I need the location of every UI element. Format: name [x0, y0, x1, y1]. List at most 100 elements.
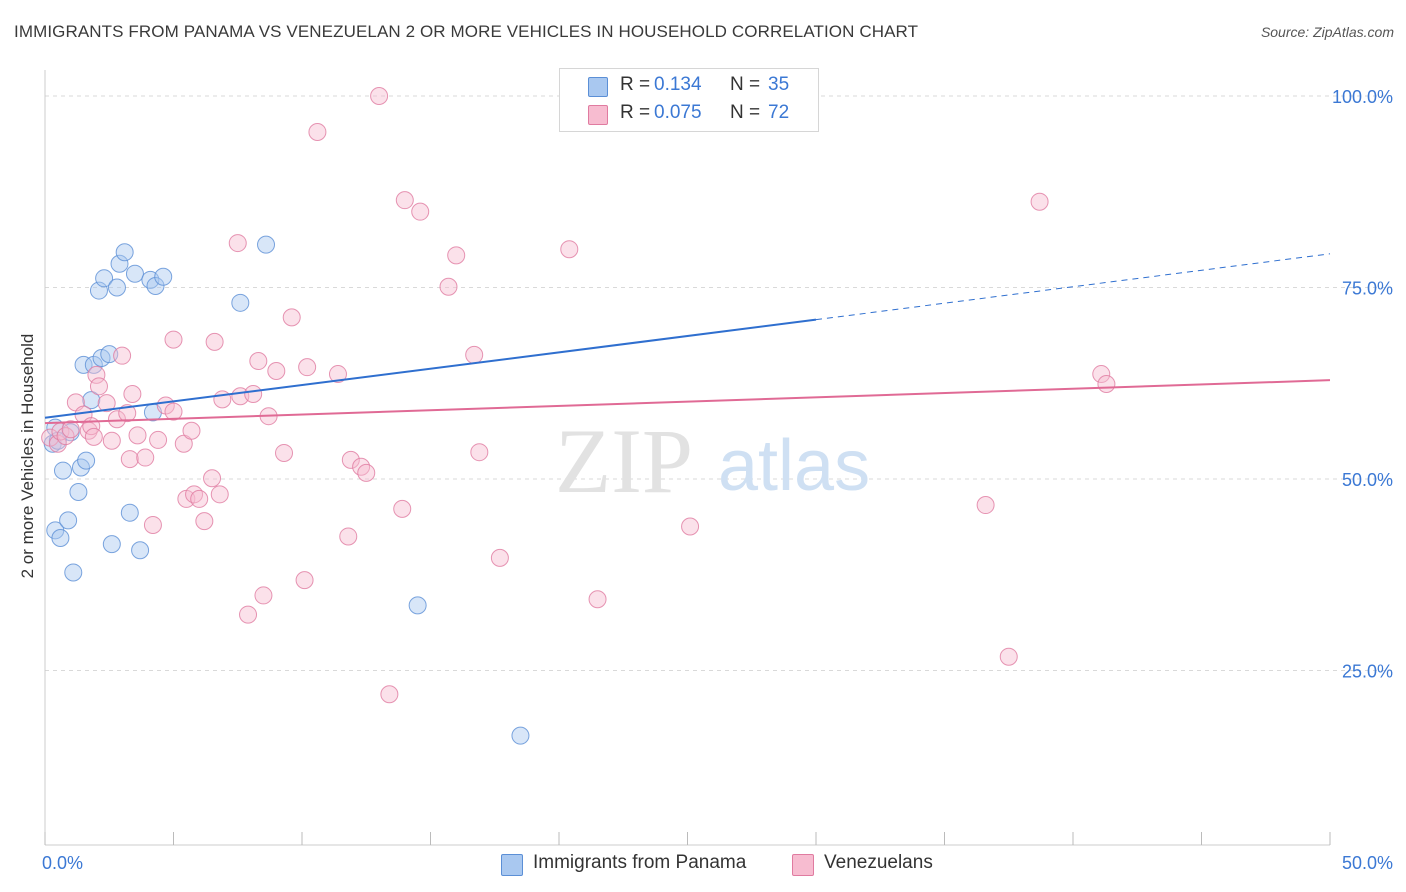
point-panama — [120, 503, 139, 522]
point-panama — [110, 254, 129, 273]
point-panama — [95, 269, 114, 288]
watermark: ZIP atlas — [555, 410, 870, 512]
point-venezuelans — [357, 463, 376, 482]
point-panama — [125, 264, 144, 283]
point-venezuelans — [352, 457, 371, 476]
point-venezuelans — [113, 346, 132, 365]
point-venezuelans — [149, 430, 168, 449]
point-venezuelans — [395, 191, 414, 210]
point-venezuelans — [210, 485, 229, 504]
point-panama — [69, 483, 88, 502]
gridlines — [45, 95, 1392, 671]
point-venezuelans — [164, 330, 183, 349]
legend-n-value: 35 — [768, 74, 790, 95]
legend-r-value: 0.134 — [654, 74, 702, 95]
point-venezuelans — [84, 427, 103, 446]
point-panama — [102, 535, 121, 554]
point-panama — [115, 243, 134, 262]
point-venezuelans — [1030, 192, 1049, 211]
point-venezuelans — [380, 685, 399, 704]
chart-title: IMMIGRANTS FROM PANAMA VS VENEZUELAN 2 O… — [14, 22, 919, 41]
point-venezuelans — [490, 548, 509, 567]
bottom-legend-swatch-panama — [501, 854, 523, 876]
point-panama — [64, 563, 83, 582]
legend-n-label: N = — [730, 102, 761, 123]
point-venezuelans — [465, 345, 484, 364]
trend-line-venezuelans — [44, 379, 1331, 425]
point-venezuelans — [97, 394, 116, 413]
point-venezuelans — [128, 426, 147, 445]
bottom-legend-swatch-venezuelans — [792, 854, 814, 876]
x-tick-label: 0.0% — [42, 853, 83, 873]
legend-swatch-panama — [588, 77, 608, 97]
point-panama — [51, 528, 70, 547]
point-venezuelans — [195, 512, 214, 531]
legend-swatch-venezuelans — [588, 105, 608, 125]
y-tick-label: 75.0% — [1342, 279, 1393, 299]
point-venezuelans — [976, 496, 995, 515]
point-venezuelans — [254, 586, 273, 605]
point-venezuelans — [267, 361, 286, 380]
point-venezuelans — [164, 402, 183, 421]
point-venezuelans — [143, 515, 162, 534]
point-venezuelans — [370, 87, 389, 105]
point-venezuelans — [213, 390, 232, 409]
point-panama — [82, 391, 101, 410]
point-venezuelans — [87, 365, 106, 384]
point-venezuelans — [275, 443, 294, 462]
point-venezuelans — [681, 517, 700, 536]
point-venezuelans — [118, 404, 137, 423]
point-panama — [146, 276, 165, 295]
legend-r-value: 0.075 — [654, 102, 702, 123]
point-panama — [59, 511, 78, 530]
point-venezuelans — [298, 358, 317, 377]
source-label: Source: ZipAtlas.com — [1260, 24, 1394, 40]
point-panama — [107, 278, 126, 297]
y-tick-label: 100.0% — [1332, 87, 1393, 107]
point-panama — [53, 461, 72, 480]
point-venezuelans — [1092, 365, 1111, 384]
legend-r-label: R = — [620, 74, 651, 95]
point-panama — [77, 451, 96, 470]
point-venezuelans — [182, 421, 201, 440]
point-venezuelans — [89, 377, 108, 396]
point-panama — [231, 293, 250, 312]
trend-line-panama — [44, 318, 817, 419]
point-panama — [408, 596, 427, 615]
point-venezuelans — [308, 123, 327, 142]
watermark-atlas: atlas — [718, 426, 870, 506]
point-panama — [257, 235, 276, 254]
legend-n-value: 72 — [768, 102, 790, 123]
axes — [44, 70, 1331, 846]
point-panama — [154, 267, 173, 286]
point-panama — [511, 726, 530, 745]
point-venezuelans — [560, 240, 579, 259]
point-venezuelans — [205, 332, 224, 351]
bottom-legend-label-panama: Immigrants from Panama — [533, 852, 747, 873]
point-venezuelans — [61, 420, 80, 439]
trend-line-panama-extension — [815, 253, 1331, 321]
point-venezuelans — [203, 469, 222, 488]
legend-row-panama: R = 0.134 N = 35 — [560, 72, 818, 100]
point-venezuelans — [102, 431, 121, 450]
bottom-legend-label-venezuelans: Venezuelans — [824, 852, 933, 873]
point-venezuelans — [239, 605, 258, 624]
legend-n-label: N = — [730, 74, 761, 95]
legend-r-label: R = — [620, 102, 651, 123]
point-venezuelans — [588, 590, 607, 609]
y-tick-label: 25.0% — [1342, 662, 1393, 682]
point-venezuelans — [439, 277, 458, 296]
legend: R = 0.134 N = 35 R = 0.075 N = 72 — [559, 68, 819, 132]
point-venezuelans — [470, 443, 489, 462]
x-tick-label: 50.0% — [1342, 853, 1393, 873]
point-venezuelans — [190, 489, 209, 508]
point-venezuelans — [999, 647, 1018, 666]
point-panama — [131, 541, 150, 560]
point-venezuelans — [228, 234, 247, 253]
point-venezuelans — [339, 527, 358, 546]
point-venezuelans — [107, 410, 126, 429]
trend-lines — [44, 253, 1331, 425]
point-venezuelans — [341, 450, 360, 469]
point-venezuelans — [1097, 375, 1116, 394]
